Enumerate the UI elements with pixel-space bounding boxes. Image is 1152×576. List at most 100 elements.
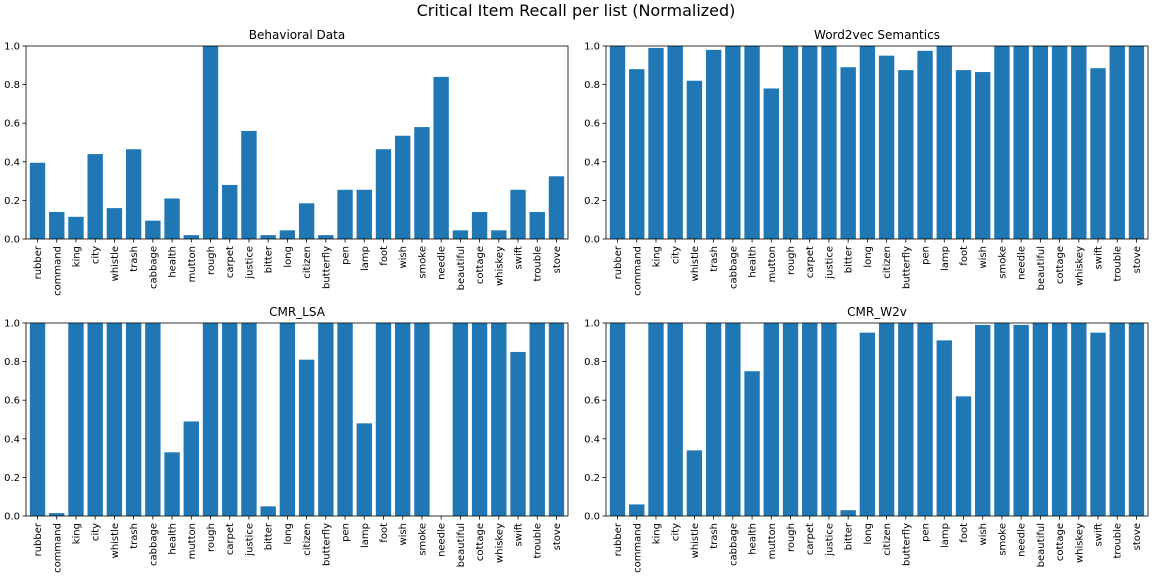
x-tick-label: command [632, 523, 643, 573]
bar-justice [821, 46, 837, 239]
bar-rough [782, 46, 799, 239]
x-tick-label: long [283, 246, 294, 268]
x-tick-label: beautiful [1036, 523, 1047, 567]
bar-citizen [298, 359, 315, 516]
y-tick-label: 1.0 [584, 319, 600, 330]
bar-city [87, 154, 103, 239]
x-tick-label: needle [437, 523, 448, 557]
bar-whiskey [491, 230, 507, 239]
x-tick-label: mutton [767, 523, 778, 559]
x-tick-label: mutton [767, 246, 778, 282]
bar-foot [955, 70, 972, 239]
bar-stove [548, 323, 565, 516]
x-tick-label: justice [824, 523, 835, 557]
bar-king [68, 323, 84, 516]
chart-title: Word2vec Semantics [814, 28, 940, 42]
x-tick-label: whiskey [494, 246, 505, 286]
y-tick-label: 0.6 [584, 119, 600, 130]
bar-lamp [936, 340, 952, 516]
x-tick-label: needle [1017, 246, 1028, 280]
y-tick-label: 0.0 [4, 235, 20, 246]
plot-frame [605, 45, 1149, 240]
bar-health [164, 198, 180, 239]
x-tick-label: pen [341, 246, 352, 265]
bar-king [648, 323, 664, 516]
x-tick-label: cabbage [148, 246, 159, 289]
bar-swift [1090, 68, 1106, 239]
x-tick-label: carpet [805, 246, 816, 278]
x-tick-label: beautiful [1036, 246, 1047, 290]
x-tick-label: stove [1132, 523, 1143, 550]
y-tick-label: 0.0 [584, 512, 600, 523]
bar-long [279, 230, 296, 239]
x-tick-label: command [52, 246, 63, 296]
x-tick-label: city [91, 246, 102, 264]
bar-trouble [1109, 323, 1125, 516]
x-tick-label: citizen [882, 246, 893, 279]
x-tick-label: cottage [475, 523, 486, 561]
bar-smoke [994, 46, 1010, 239]
bar-cottage [1051, 46, 1068, 239]
x-tick-label: justice [824, 246, 835, 280]
bar-smoke [414, 127, 430, 239]
x-tick-label: swift [514, 246, 525, 270]
chart-panel-2: Word2vec Semantics 0.0 0.2 0.4 0.6 0.8 1.0 rubb… [584, 28, 1149, 296]
bar-citizen [298, 203, 315, 239]
bar-health [744, 371, 760, 516]
bar-cottage [471, 323, 488, 516]
x-tick-label: trash [129, 523, 140, 549]
bar-carpet [802, 46, 818, 239]
x-tick-label: wish [978, 523, 989, 546]
x-tick-label: smoke [417, 246, 428, 279]
bar-pen [337, 189, 353, 239]
x-tick-label: rubber [33, 245, 44, 279]
x-tick-label: butterfly [321, 246, 332, 289]
y-tick-label: 1.0 [584, 42, 600, 53]
bar-bitter [840, 67, 856, 239]
bar-king [68, 216, 84, 239]
y-tick-label: 0.2 [584, 473, 600, 484]
bar-rough [782, 323, 799, 516]
x-tick-label: stove [1132, 246, 1143, 273]
bar-trash [125, 149, 142, 239]
x-tick-label: lamp [940, 523, 951, 548]
x-tick-label: rough [206, 246, 217, 275]
x-tick-label: mutton [187, 246, 198, 282]
plot-frame [605, 322, 1149, 517]
x-tick-label: whiskey [1074, 523, 1085, 563]
bar-wish [975, 72, 991, 240]
x-tick-label: cottage [1055, 246, 1066, 284]
x-tick-label: smoke [997, 523, 1008, 556]
x-tick-label: pen [921, 523, 932, 542]
bar-cabbage [145, 220, 161, 239]
bar-bitter [260, 506, 276, 516]
bar-swift [510, 189, 526, 239]
x-tick-label: butterfly [901, 246, 912, 289]
bar-cabbage [145, 323, 161, 516]
x-tick-label: bitter [844, 245, 855, 273]
bar-smoke [414, 323, 430, 516]
x-tick-label: bitter [844, 522, 855, 550]
x-tick-label: city [671, 523, 682, 541]
bar-stove [548, 176, 565, 239]
bar-trash [125, 323, 142, 516]
bar-command [49, 513, 65, 516]
x-tick-label: cottage [1055, 523, 1066, 561]
bar-trash [705, 49, 722, 239]
x-tick-label: mutton [187, 523, 198, 559]
bar-lamp [936, 46, 952, 239]
x-tick-label: stove [552, 246, 563, 273]
y-tick-label: 0.6 [4, 119, 20, 130]
x-tick-label: pen [341, 523, 352, 542]
y-tick-label: 0.2 [4, 473, 20, 484]
x-tick-label: smoke [417, 523, 428, 556]
x-tick-label: lamp [940, 246, 951, 271]
bar-cottage [1051, 323, 1068, 516]
y-tick-label: 0.8 [4, 357, 20, 368]
bar-city [667, 46, 683, 239]
x-tick-label: health [168, 246, 179, 278]
y-tick-label: 0.4 [584, 157, 600, 168]
x-tick-label: cabbage [148, 523, 159, 566]
x-tick-label: whistle [110, 246, 121, 281]
bar-command [629, 69, 645, 239]
